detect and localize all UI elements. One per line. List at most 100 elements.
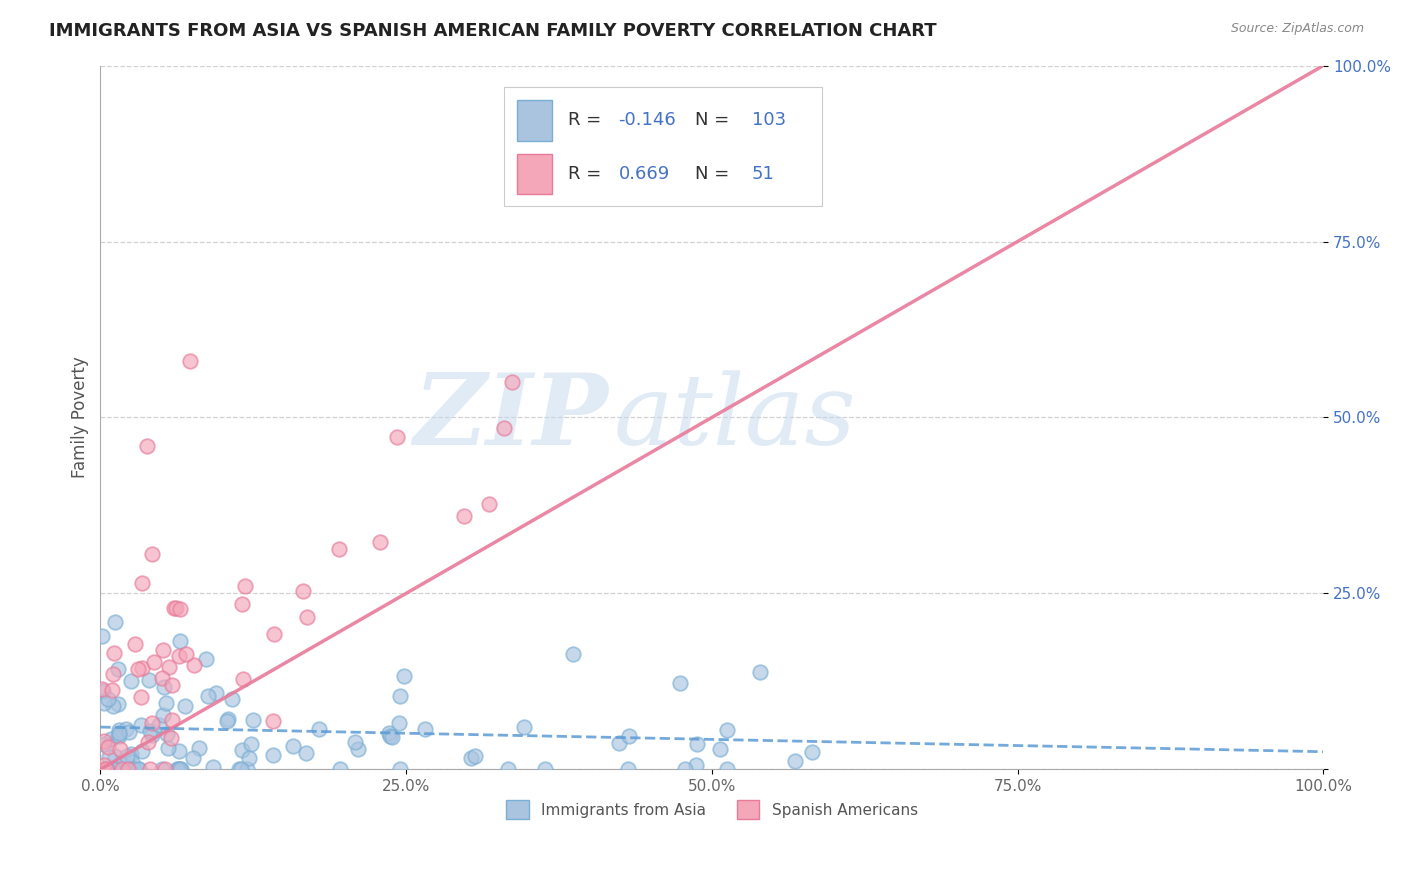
Point [103,699,125,714]
Point [394,668,416,682]
Point [97,740,120,755]
Point [228,762,250,776]
Point [183,751,205,765]
Point [174,648,197,662]
Point [188,740,211,755]
Point [96,762,118,776]
Point [152,643,174,657]
Point [238,750,260,764]
Point [110,757,132,772]
Point [202,760,225,774]
Point [108,742,131,756]
Point [263,627,285,641]
Point [122,762,145,776]
Text: Source: ZipAtlas.com: Source: ZipAtlas.com [1230,22,1364,36]
Point [215,714,238,728]
Point [801,746,824,760]
Point [173,699,195,714]
Point [104,748,127,763]
Point [242,713,264,727]
Point [153,762,176,776]
Point [93,684,115,698]
Point [183,657,205,672]
Point [217,712,239,726]
Point [118,761,141,775]
Point [478,497,501,511]
Point [129,718,152,732]
Point [169,602,191,616]
Point [232,672,254,686]
Point [103,666,125,681]
Point [169,762,191,776]
Point [141,715,163,730]
Point [669,676,692,690]
Point [108,729,131,743]
Point [562,648,585,662]
Point [150,762,173,776]
Point [295,610,318,624]
Point [166,762,188,776]
Point [91,629,114,643]
Point [389,762,412,776]
Point [673,762,696,776]
Point [162,714,184,728]
Point [138,673,160,688]
Point [167,762,190,776]
Point [783,754,806,768]
Point [131,690,153,705]
Point [170,762,193,776]
Point [131,744,153,758]
Point [143,655,166,669]
Y-axis label: Family Poverty: Family Poverty [72,357,89,478]
Point [97,692,120,706]
Point [385,430,408,444]
Point [136,439,159,453]
Point [117,762,139,776]
Point [492,421,515,435]
Point [107,697,129,711]
Point [93,696,115,710]
Point [157,659,180,673]
Point [121,755,143,769]
Point [262,714,284,728]
Point [165,601,187,615]
Point [103,647,125,661]
Point [117,724,139,739]
Point [139,723,162,738]
Point [163,601,186,615]
Point [235,762,257,776]
Point [534,762,557,776]
Point [94,762,117,776]
Point [328,541,350,556]
Point [231,598,253,612]
Point [128,762,150,776]
Point [233,579,256,593]
Point [464,749,486,764]
Point [117,748,139,763]
Point [343,735,366,749]
Point [221,691,243,706]
Point [150,671,173,685]
Point [308,723,330,737]
Point [153,681,176,695]
Point [501,375,523,389]
Point [281,739,304,753]
Point [131,661,153,675]
Point [159,731,181,745]
Point [131,575,153,590]
Point [453,508,475,523]
Point [368,534,391,549]
Point [127,762,149,776]
Point [167,762,190,776]
Point [292,584,315,599]
Point [148,718,170,732]
Point [91,682,114,697]
Point [141,727,163,741]
Point [124,637,146,651]
Point [617,762,640,776]
Point [127,662,149,676]
Point [381,730,404,744]
Point [152,707,174,722]
Point [295,746,318,760]
Point [716,762,738,776]
